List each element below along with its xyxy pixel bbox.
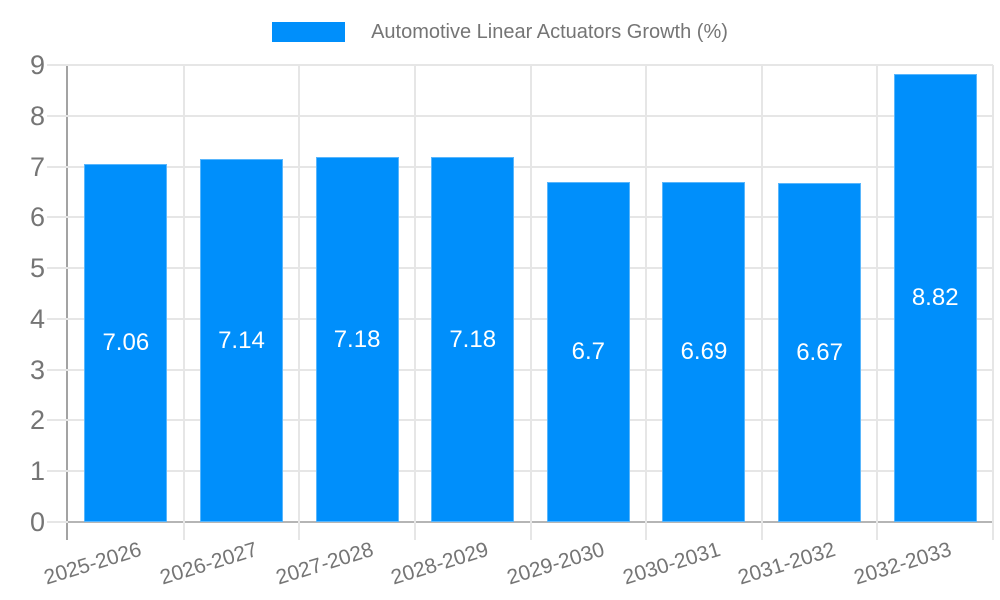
y-axis-label: 4 <box>29 303 45 334</box>
bar[interactable] <box>546 181 630 522</box>
bar[interactable] <box>431 157 515 522</box>
y-axis-label: 3 <box>29 354 45 385</box>
v-gridline <box>876 65 879 522</box>
bar[interactable] <box>315 157 399 522</box>
v-gridline <box>529 65 532 522</box>
bar[interactable] <box>893 74 977 522</box>
x-axis-label: 2026-2027 <box>157 538 261 590</box>
bar[interactable] <box>84 163 168 522</box>
y-axis-label: 9 <box>29 50 45 80</box>
x-tick <box>298 522 301 540</box>
x-axis-label: 2029-2030 <box>504 538 608 590</box>
v-gridline <box>182 65 185 522</box>
x-tick <box>760 522 763 540</box>
y-axis-label: 0 <box>29 507 45 537</box>
y-tick <box>47 521 68 523</box>
y-tick <box>47 114 68 117</box>
x-tick <box>529 522 532 540</box>
y-axis-label: 1 <box>29 456 45 487</box>
y-axis-label: 6 <box>29 202 45 233</box>
v-gridline <box>760 65 763 522</box>
x-axis-label: 2027-2028 <box>273 538 376 590</box>
y-tick <box>47 267 68 270</box>
bar[interactable] <box>778 183 862 522</box>
x-axis-label: 2025-2026 <box>41 538 145 590</box>
x-axis-label: 2032-2033 <box>851 538 954 590</box>
legend-swatch <box>272 22 346 42</box>
v-gridline <box>413 65 416 522</box>
y-tick <box>47 368 68 371</box>
y-tick <box>47 470 68 473</box>
y-tick <box>47 64 68 66</box>
x-tick <box>876 522 879 540</box>
y-axis-label: 2 <box>29 405 45 436</box>
y-axis-label: 8 <box>29 100 45 131</box>
legend-label: Automotive Linear Actuators Growth (%) <box>371 20 728 43</box>
y-tick <box>47 317 68 320</box>
x-axis-label: 2028-2029 <box>388 538 492 590</box>
v-gridline <box>992 65 994 522</box>
bar[interactable] <box>662 182 746 522</box>
x-tick <box>182 522 185 540</box>
y-axis-line <box>66 65 68 540</box>
v-gridline <box>298 65 301 522</box>
x-tick <box>413 522 416 540</box>
bar[interactable] <box>199 159 283 522</box>
x-tick <box>992 522 994 540</box>
x-axis-label: 2031-2032 <box>735 538 839 590</box>
y-tick <box>47 419 68 422</box>
legend-item[interactable]: Automotive Linear Actuators Growth (%) <box>0 14 1000 50</box>
v-gridline <box>645 65 648 522</box>
y-axis-label: 7 <box>29 151 45 182</box>
x-tick <box>645 522 648 540</box>
y-tick <box>47 165 68 168</box>
y-axis-label: 5 <box>29 253 45 284</box>
x-axis-label: 2030-2031 <box>619 538 723 590</box>
y-tick <box>47 216 68 219</box>
